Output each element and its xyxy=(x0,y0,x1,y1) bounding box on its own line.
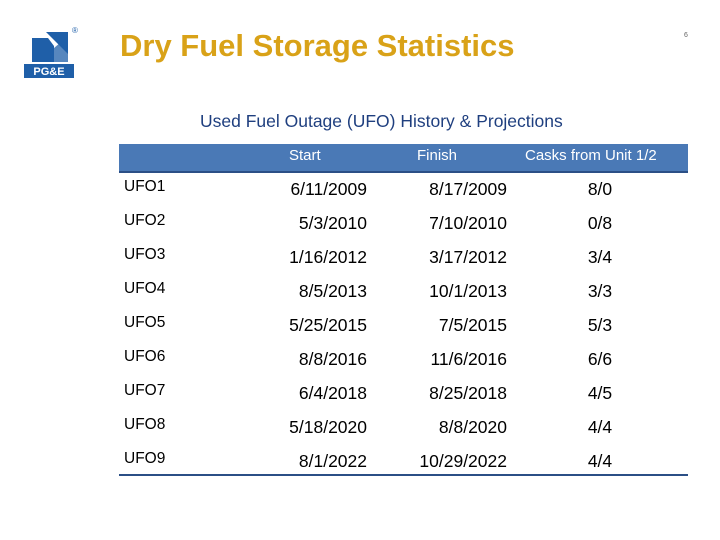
table-bottom-rule xyxy=(119,474,688,476)
header-rule xyxy=(119,171,688,173)
finish-date: 11/6/2016 xyxy=(430,349,507,369)
start-date: 8/5/2013 xyxy=(298,281,367,301)
table-row: UFO9 8/1/2022 10/29/2022 4/4 xyxy=(0,448,720,482)
slide-title: Dry Fuel Storage Statistics xyxy=(120,28,515,63)
outage-name: UFO3 xyxy=(124,246,166,263)
cask-count: 8/0 xyxy=(587,179,613,199)
cask-count: 4/4 xyxy=(587,451,613,471)
start-date: 8/8/2016 xyxy=(298,349,367,369)
cask-count: 4/4 xyxy=(587,417,613,437)
outage-name: UFO1 xyxy=(124,178,166,195)
table-row: UFO7 6/4/2018 8/25/2018 4/5 xyxy=(0,380,720,414)
start-date: 8/1/2022 xyxy=(298,451,367,471)
finish-date: 8/25/2018 xyxy=(429,383,507,403)
start-date: 6/11/2009 xyxy=(290,179,367,199)
column-header-start: Start xyxy=(289,147,321,164)
pge-logo-text: PG&E xyxy=(33,66,64,78)
outage-name: UFO2 xyxy=(124,212,166,229)
outage-name: UFO6 xyxy=(124,348,166,365)
finish-date: 10/29/2022 xyxy=(419,451,507,471)
table-row: UFO2 5/3/2010 7/10/2010 0/8 xyxy=(0,210,720,244)
cask-count: 3/3 xyxy=(587,281,613,301)
finish-date: 7/10/2010 xyxy=(429,213,507,233)
pge-logo: PG&E xyxy=(24,28,74,78)
start-date: 5/18/2020 xyxy=(289,417,367,437)
finish-date: 7/5/2015 xyxy=(438,315,507,335)
table-row: UFO3 1/16/2012 3/17/2012 3/4 xyxy=(0,244,720,278)
table-row: UFO5 5/25/2015 7/5/2015 5/3 xyxy=(0,312,720,346)
start-date: 1/16/2012 xyxy=(289,247,367,267)
table-row: UFO1 6/11/2009 8/17/2009 8/0 xyxy=(0,176,720,210)
outage-name: UFO9 xyxy=(124,450,166,467)
cask-count: 4/5 xyxy=(587,383,613,403)
table-caption: Used Fuel Outage (UFO) History & Project… xyxy=(200,111,563,131)
finish-date: 10/1/2013 xyxy=(429,281,507,301)
start-date: 6/4/2018 xyxy=(298,383,367,403)
table-row: UFO8 5/18/2020 8/8/2020 4/4 xyxy=(0,414,720,448)
outage-name: UFO7 xyxy=(124,382,166,399)
cask-count: 0/8 xyxy=(587,213,613,233)
table-row: UFO4 8/5/2013 10/1/2013 3/3 xyxy=(0,278,720,312)
finish-date: 8/17/2009 xyxy=(429,179,507,199)
outage-name: UFO5 xyxy=(124,314,166,331)
finish-date: 3/17/2012 xyxy=(429,247,507,267)
cask-count: 6/6 xyxy=(587,349,613,369)
start-date: 5/3/2010 xyxy=(298,213,367,233)
column-header-casks: Casks from Unit 1/2 xyxy=(525,147,657,164)
table-row: UFO6 8/8/2016 11/6/2016 6/6 xyxy=(0,346,720,380)
start-date: 5/25/2015 xyxy=(289,315,367,335)
column-header-finish: Finish xyxy=(417,147,458,164)
outage-name: UFO8 xyxy=(124,416,166,433)
registered-mark: ® xyxy=(72,26,78,35)
cask-count: 3/4 xyxy=(587,247,613,267)
page-number: 6 xyxy=(684,32,688,39)
outage-name: UFO4 xyxy=(124,280,166,297)
cask-count: 5/3 xyxy=(587,315,613,335)
finish-date: 8/8/2020 xyxy=(438,417,507,437)
table-header-bar xyxy=(119,144,688,171)
